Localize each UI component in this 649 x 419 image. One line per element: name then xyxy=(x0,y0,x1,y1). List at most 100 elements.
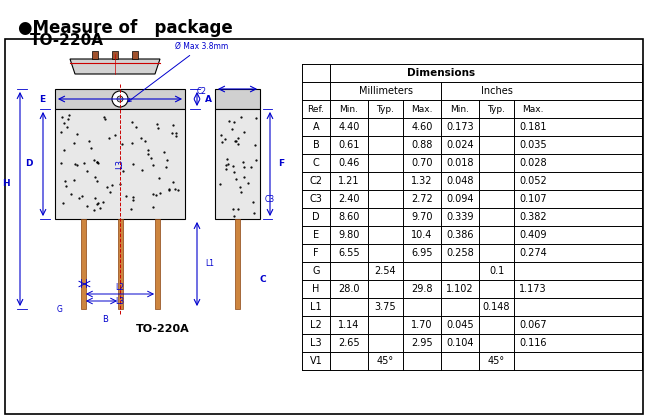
Text: 0.018: 0.018 xyxy=(447,158,474,168)
Bar xyxy=(234,219,239,309)
Text: C: C xyxy=(259,274,266,284)
Text: C: C xyxy=(313,158,319,168)
Text: 45°: 45° xyxy=(488,356,505,366)
Text: C3: C3 xyxy=(265,194,275,204)
Text: L3: L3 xyxy=(116,159,125,169)
Text: 0.258: 0.258 xyxy=(446,248,474,258)
Text: A: A xyxy=(205,95,212,103)
Text: 0.094: 0.094 xyxy=(447,194,474,204)
Bar xyxy=(112,51,118,59)
Text: 0.181: 0.181 xyxy=(519,122,546,132)
Text: 1.173: 1.173 xyxy=(519,284,547,294)
Text: F: F xyxy=(278,160,284,168)
Text: H: H xyxy=(312,284,320,294)
Text: G: G xyxy=(57,305,63,313)
Text: 1.14: 1.14 xyxy=(338,320,360,330)
Text: L1: L1 xyxy=(310,302,322,312)
Text: 6.55: 6.55 xyxy=(338,248,360,258)
Text: L2: L2 xyxy=(310,320,322,330)
Bar xyxy=(132,51,138,59)
Text: 3.75: 3.75 xyxy=(374,302,397,312)
Text: 4.60: 4.60 xyxy=(411,122,433,132)
Text: 0.88: 0.88 xyxy=(411,140,433,150)
Text: 2.95: 2.95 xyxy=(411,338,433,348)
Text: D: D xyxy=(25,160,33,168)
Bar xyxy=(80,219,86,309)
Bar xyxy=(92,51,98,59)
Text: 2.40: 2.40 xyxy=(338,194,360,204)
Bar xyxy=(117,219,123,309)
Text: 0.148: 0.148 xyxy=(483,302,510,312)
Text: B: B xyxy=(313,140,319,150)
Text: D: D xyxy=(312,212,320,222)
Text: 29.8: 29.8 xyxy=(411,284,433,294)
Text: 0.173: 0.173 xyxy=(447,122,474,132)
Text: L2: L2 xyxy=(115,282,124,292)
Text: Inches: Inches xyxy=(480,86,513,96)
Text: Min.: Min. xyxy=(450,104,469,114)
Text: Ø Max 3.8mm: Ø Max 3.8mm xyxy=(128,42,228,102)
Text: V1: V1 xyxy=(310,356,323,366)
Text: 0.61: 0.61 xyxy=(338,140,360,150)
Text: L3: L3 xyxy=(310,338,322,348)
Text: Ref.: Ref. xyxy=(308,104,324,114)
Text: 1.32: 1.32 xyxy=(411,176,433,186)
Text: B: B xyxy=(102,315,108,323)
Text: 4.40: 4.40 xyxy=(338,122,360,132)
Text: 0.382: 0.382 xyxy=(519,212,547,222)
Text: L3: L3 xyxy=(116,297,125,305)
Text: A: A xyxy=(313,122,319,132)
Text: 0.274: 0.274 xyxy=(519,248,547,258)
Text: 0.052: 0.052 xyxy=(519,176,547,186)
Text: 8.60: 8.60 xyxy=(338,212,360,222)
Text: 0.024: 0.024 xyxy=(447,140,474,150)
Bar xyxy=(215,89,260,109)
Text: Typ.: Typ. xyxy=(376,104,395,114)
Text: 0.048: 0.048 xyxy=(447,176,474,186)
Text: Typ.: Typ. xyxy=(487,104,506,114)
Text: 0.70: 0.70 xyxy=(411,158,433,168)
Text: 1.102: 1.102 xyxy=(447,284,474,294)
Text: 0.028: 0.028 xyxy=(519,158,547,168)
Text: 1.21: 1.21 xyxy=(338,176,360,186)
Text: ●Measure of   package: ●Measure of package xyxy=(18,19,233,37)
Text: 0.107: 0.107 xyxy=(519,194,547,204)
Bar xyxy=(55,89,185,109)
Text: 0.1: 0.1 xyxy=(489,266,504,276)
Text: 2.72: 2.72 xyxy=(411,194,433,204)
Text: G: G xyxy=(312,266,320,276)
Text: 0.339: 0.339 xyxy=(447,212,474,222)
Text: C3: C3 xyxy=(310,194,323,204)
Text: 0.045: 0.045 xyxy=(447,320,474,330)
Text: C2: C2 xyxy=(197,86,207,96)
Text: 0.409: 0.409 xyxy=(519,230,546,240)
Text: C2: C2 xyxy=(310,176,323,186)
Circle shape xyxy=(112,91,128,107)
Text: 28.0: 28.0 xyxy=(338,284,360,294)
Text: 2.54: 2.54 xyxy=(374,266,397,276)
Text: E: E xyxy=(39,95,45,103)
Text: 0.067: 0.067 xyxy=(519,320,547,330)
Text: Min.: Min. xyxy=(339,104,358,114)
Text: 0.116: 0.116 xyxy=(519,338,546,348)
Text: F: F xyxy=(313,248,319,258)
Text: L1: L1 xyxy=(205,259,214,269)
Bar xyxy=(154,219,160,309)
Text: 9.80: 9.80 xyxy=(338,230,360,240)
Text: Max.: Max. xyxy=(522,104,544,114)
Polygon shape xyxy=(70,59,160,74)
Text: H: H xyxy=(3,179,10,189)
Bar xyxy=(55,109,185,219)
Text: 10.4: 10.4 xyxy=(411,230,433,240)
FancyBboxPatch shape xyxy=(5,39,643,414)
Text: Max.: Max. xyxy=(411,104,433,114)
Text: TO-220A: TO-220A xyxy=(136,324,190,334)
Text: 0.035: 0.035 xyxy=(519,140,547,150)
Text: 9.70: 9.70 xyxy=(411,212,433,222)
Bar xyxy=(215,109,260,219)
Text: Millimeters: Millimeters xyxy=(358,86,413,96)
Text: 0.46: 0.46 xyxy=(338,158,360,168)
Text: 0.104: 0.104 xyxy=(447,338,474,348)
Text: Dimensions: Dimensions xyxy=(407,68,475,78)
Text: 2.65: 2.65 xyxy=(338,338,360,348)
